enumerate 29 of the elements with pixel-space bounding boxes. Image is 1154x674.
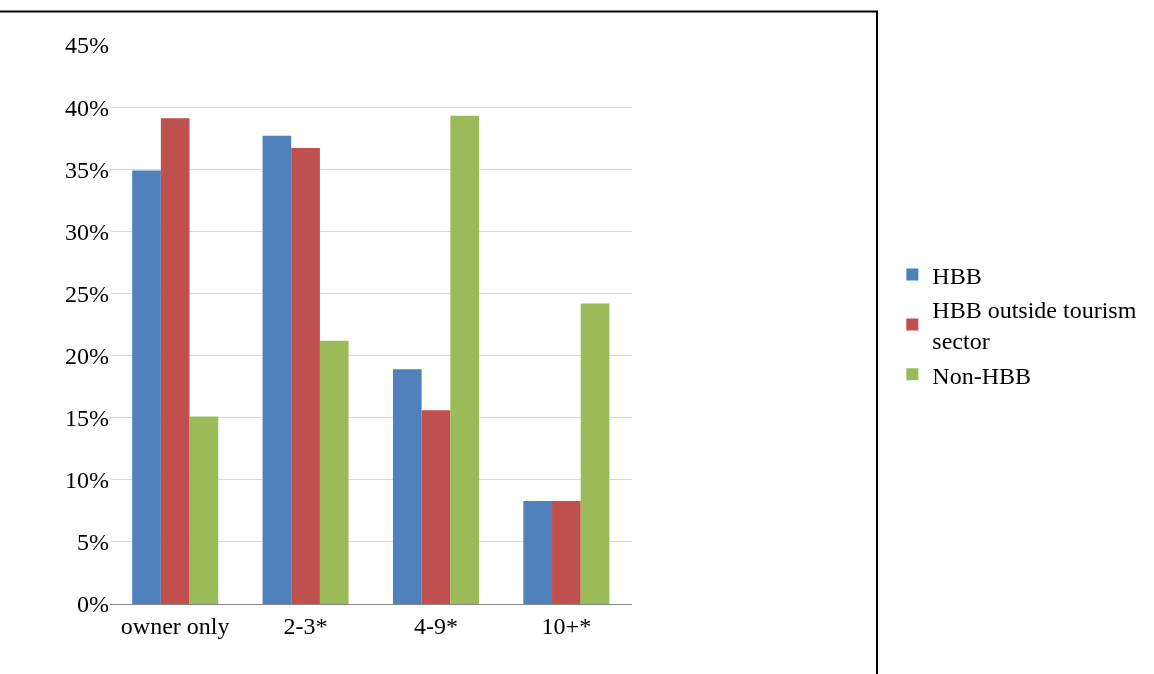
y-tick-label: 25% — [65, 280, 109, 307]
y-tick-label: 35% — [65, 156, 109, 183]
y-tick-label: 10% — [65, 467, 109, 494]
bar — [523, 500, 553, 604]
bar — [291, 148, 320, 604]
y-tick-label: 45% — [65, 32, 109, 59]
legend-label: HBB outside tourism sector — [932, 297, 1137, 355]
y-tick-label: 40% — [65, 94, 109, 121]
bar — [450, 115, 479, 604]
bar — [392, 369, 422, 604]
y-tick-label: 15% — [65, 405, 109, 432]
y-tick-label: 30% — [65, 218, 109, 245]
y-tick-label: 0% — [77, 591, 109, 618]
x-tick-label: 10+* — [541, 612, 592, 639]
y-tick-label: 5% — [77, 529, 109, 556]
bar — [421, 410, 451, 604]
bar — [552, 500, 581, 604]
bar — [160, 118, 190, 604]
bar — [262, 135, 292, 604]
y-tick-label: 20% — [65, 342, 109, 369]
x-tick-label: owner only — [120, 612, 230, 639]
x-tick-label: 2-3* — [283, 612, 328, 639]
bar — [319, 340, 349, 604]
legend-label: Non-HBB — [932, 362, 1032, 389]
x-tick-label: 4-9* — [413, 612, 458, 639]
bar — [580, 303, 610, 604]
bar — [132, 170, 161, 604]
bar — [189, 416, 219, 604]
legend-label: HBB — [932, 262, 982, 289]
